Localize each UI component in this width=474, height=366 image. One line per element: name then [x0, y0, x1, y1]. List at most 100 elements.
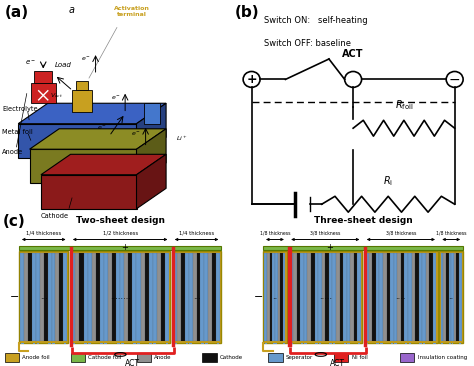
Bar — [190, 343, 192, 344]
Bar — [405, 343, 408, 344]
Bar — [32, 253, 36, 341]
Bar — [100, 249, 103, 251]
Text: $e^-$: $e^-$ — [40, 78, 51, 86]
Text: (c): (c) — [2, 214, 25, 229]
Text: Three-sheet design: Three-sheet design — [314, 216, 413, 225]
Bar — [376, 253, 380, 341]
Bar — [19, 246, 221, 250]
Bar — [415, 253, 419, 341]
Bar — [172, 251, 221, 343]
Bar — [20, 253, 24, 341]
Bar — [52, 343, 55, 344]
Bar — [117, 343, 119, 344]
Bar — [34, 71, 52, 83]
Bar — [390, 253, 394, 341]
Bar — [315, 253, 318, 341]
Bar — [52, 249, 55, 251]
Bar — [391, 343, 393, 344]
Bar — [319, 249, 321, 251]
Bar — [72, 90, 92, 112]
Text: −: − — [449, 72, 460, 86]
Text: Electrolyte: Electrolyte — [2, 106, 38, 112]
Bar — [322, 253, 325, 341]
Bar — [405, 249, 408, 251]
Text: ..: .. — [273, 292, 278, 301]
Text: Anode: Anode — [154, 355, 172, 360]
Bar — [117, 249, 119, 251]
Text: Metal foil: Metal foil — [2, 128, 33, 135]
Bar — [380, 249, 383, 251]
Bar — [364, 247, 367, 347]
Bar — [165, 253, 169, 341]
Bar — [358, 343, 360, 344]
Bar — [149, 249, 152, 251]
Bar — [426, 253, 429, 341]
Bar — [459, 253, 462, 341]
Bar — [172, 247, 175, 347]
Bar — [278, 253, 280, 341]
Bar — [380, 343, 383, 344]
Bar — [441, 253, 443, 341]
Bar — [104, 249, 107, 251]
Text: .....: ..... — [319, 292, 332, 301]
Bar — [380, 253, 383, 341]
Bar — [409, 343, 411, 344]
Bar — [290, 343, 293, 344]
Bar — [88, 253, 91, 341]
Bar — [354, 253, 357, 341]
Bar — [288, 251, 362, 343]
Bar — [400, 353, 414, 362]
Bar — [189, 253, 193, 341]
Text: Ni foil: Ni foil — [352, 355, 367, 360]
Bar — [441, 343, 443, 344]
Text: 1/4 thickness: 1/4 thickness — [26, 231, 61, 236]
Bar — [311, 253, 315, 341]
Bar — [173, 253, 177, 341]
Text: ...: ... — [192, 292, 201, 301]
Text: (a): (a) — [5, 4, 28, 19]
Bar — [275, 343, 277, 344]
Bar — [394, 249, 397, 251]
Text: Load: Load — [55, 62, 72, 68]
Bar — [121, 249, 124, 251]
Text: −: − — [254, 292, 263, 302]
Bar — [283, 343, 285, 344]
Bar — [283, 253, 285, 341]
Text: Cathode: Cathode — [220, 355, 243, 360]
Bar — [120, 253, 124, 341]
Bar — [153, 253, 157, 341]
Bar — [409, 249, 411, 251]
Bar — [446, 253, 448, 341]
Bar — [212, 253, 216, 341]
Bar — [459, 343, 461, 344]
Bar — [121, 343, 124, 344]
Text: 1/4 thickness: 1/4 thickness — [179, 231, 214, 236]
Bar — [297, 253, 301, 341]
Bar — [452, 343, 454, 344]
Polygon shape — [18, 124, 137, 158]
Bar — [104, 253, 108, 341]
Bar — [451, 253, 454, 341]
Text: Two-sheet design: Two-sheet design — [76, 216, 165, 225]
Text: Anode: Anode — [2, 149, 24, 155]
Bar — [137, 249, 140, 251]
Bar — [448, 253, 451, 341]
Bar — [315, 249, 318, 251]
Bar — [329, 249, 332, 251]
Bar — [124, 253, 128, 341]
Bar — [391, 249, 393, 251]
Bar — [217, 343, 219, 344]
Bar — [185, 343, 188, 344]
Bar — [308, 253, 311, 341]
Bar — [36, 253, 40, 341]
Polygon shape — [137, 103, 166, 158]
Bar — [83, 253, 88, 341]
Bar — [454, 253, 456, 341]
Text: +: + — [327, 243, 334, 252]
Bar — [72, 249, 75, 251]
Text: a: a — [68, 4, 74, 15]
Bar — [304, 249, 307, 251]
Bar — [383, 253, 387, 341]
Bar — [204, 253, 208, 341]
Text: Switch ON:   self-heating: Switch ON: self-heating — [264, 16, 367, 25]
